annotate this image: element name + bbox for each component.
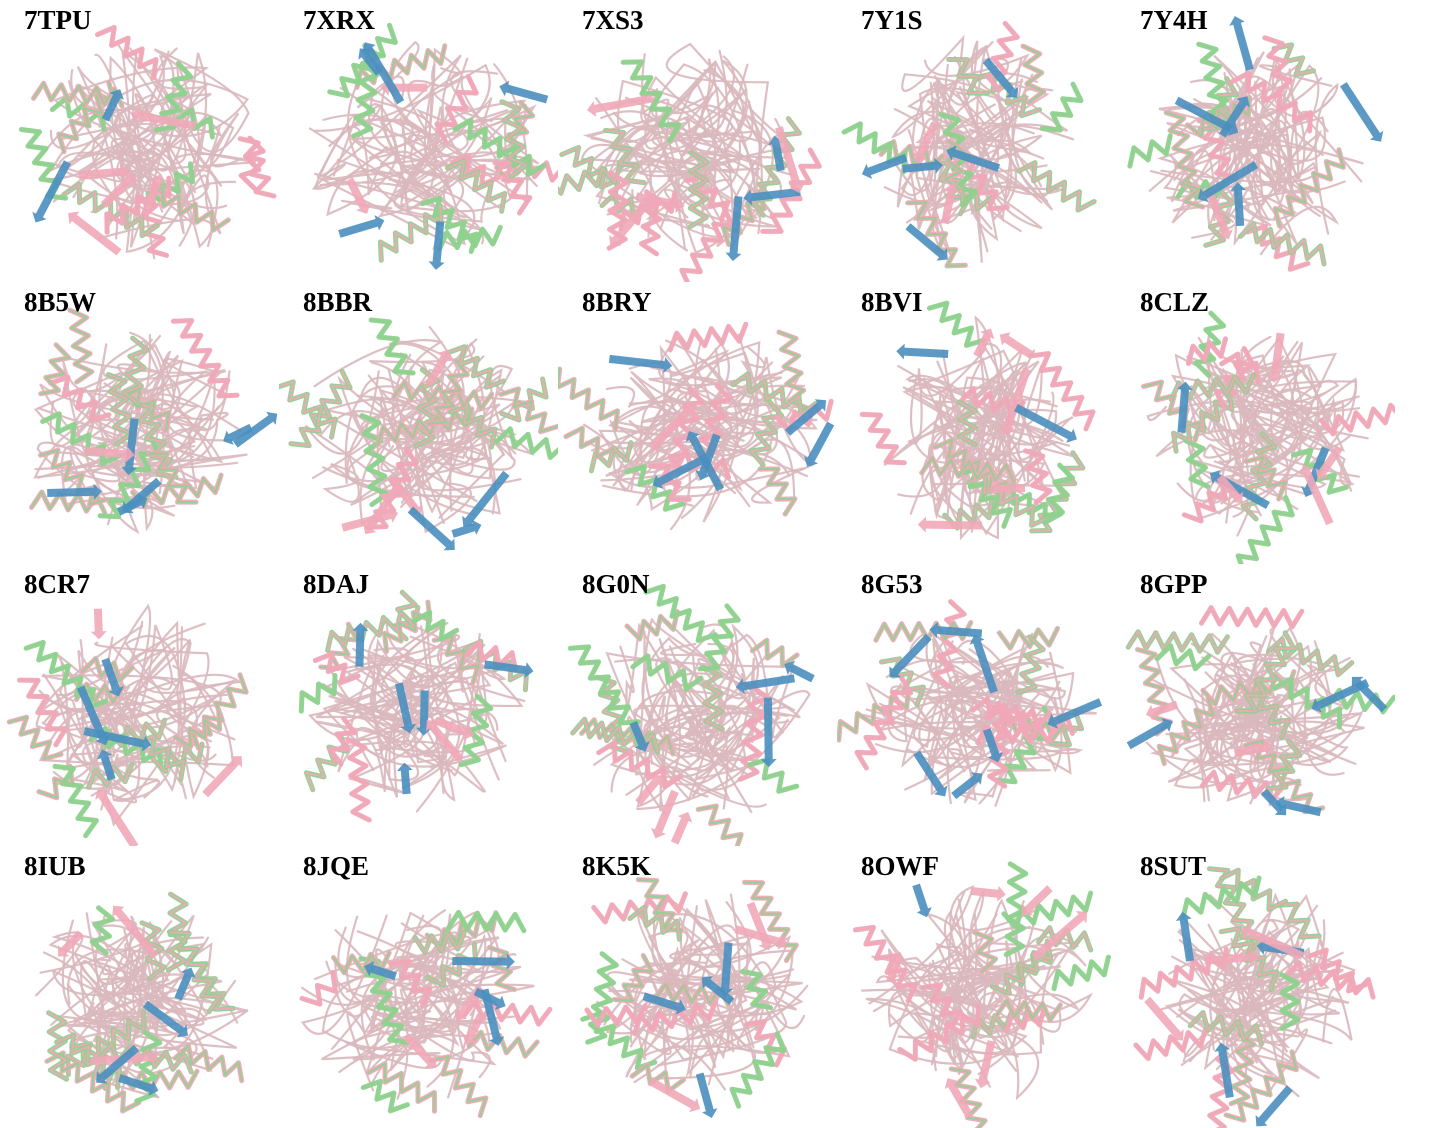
- panel-label: 8CLZ: [1140, 287, 1210, 317]
- panel-label: 8JQE: [303, 851, 370, 881]
- panel-label: 8B5W: [24, 287, 97, 317]
- structure-panel-8clz: 8CLZ: [1116, 282, 1395, 564]
- ribbon-structure-image: [841, 20, 1097, 269]
- ribbon-structure-image: [35, 891, 249, 1114]
- panel-label: 7Y1S: [861, 5, 923, 35]
- structure-panel-8g53: 8G53: [837, 564, 1116, 846]
- panel-label: 8BBR: [303, 287, 373, 317]
- panel-label: 8GPP: [1140, 569, 1208, 599]
- ribbon-structure-image: [837, 599, 1103, 807]
- panel-label: 8SUT: [1140, 851, 1207, 881]
- ribbon-structure-image: [298, 589, 534, 823]
- panel-label: 8K5K: [582, 851, 652, 881]
- ribbon-structure-image: [29, 307, 278, 535]
- panel-label: 7XS3: [582, 5, 644, 35]
- panel-label: 7Y4H: [1140, 5, 1208, 35]
- ribbon-structure-image: [852, 861, 1111, 1128]
- structure-panel-8gpp: 8GPP: [1116, 564, 1395, 846]
- structure-panel-8iub: 8IUB: [0, 846, 279, 1128]
- structure-panel-8owf: 8OWF: [837, 846, 1116, 1128]
- structure-panel-7y4h: 7Y4H: [1116, 0, 1395, 282]
- panel-label: 8BRY: [582, 287, 652, 317]
- panel-label: 8G0N: [582, 569, 650, 599]
- ribbon-structure-image: [567, 583, 815, 846]
- structure-panel-8k5k: 8K5K: [558, 846, 837, 1128]
- panel-label: 7XRX: [303, 5, 375, 35]
- structure-panel-8b5w: 8B5W: [0, 282, 279, 564]
- panel-label: 7TPU: [24, 5, 92, 35]
- ribbon-structure-image: [308, 22, 558, 270]
- ribbon-structure-image: [558, 321, 835, 531]
- structure-panel-8jqe: 8JQE: [279, 846, 558, 1128]
- ribbon-structure-image: [1141, 310, 1395, 564]
- ribbon-structure-image: [6, 603, 249, 846]
- ribbon-structure-image: [1125, 605, 1395, 817]
- structure-panel-7y1s: 7Y1S: [837, 0, 1116, 282]
- structure-panel-8cr7: 8CR7: [0, 564, 279, 846]
- structure-panel-7xrx: 7XRX: [279, 0, 558, 282]
- structure-panel-8daj: 8DAJ: [279, 564, 558, 846]
- panel-label: 8CR7: [24, 569, 90, 599]
- structure-panel-7tpu: 7TPU: [0, 0, 279, 282]
- structure-panel-8bvi: 8BVI: [837, 282, 1116, 564]
- panel-label: 8OWF: [861, 851, 939, 881]
- ribbon-structure-image: [1133, 866, 1376, 1128]
- structure-panel-8bbr: 8BBR: [279, 282, 558, 564]
- ribbon-structure-image: [558, 42, 822, 282]
- structure-panel-8sut: 8SUT: [1116, 846, 1395, 1128]
- panel-label: 8G53: [861, 569, 923, 599]
- structure-panel-7xs3: 7XS3: [558, 0, 837, 282]
- ribbon-structure-image: [18, 24, 277, 260]
- ribbon-structure-image: [279, 317, 558, 551]
- ribbon-structure-image: [1127, 16, 1384, 272]
- panel-label: 8DAJ: [303, 569, 369, 599]
- ribbon-structure-image: [580, 877, 809, 1118]
- ribbon-structure-image: [859, 300, 1096, 541]
- structure-panel-8g0n: 8G0N: [558, 564, 837, 846]
- panel-label: 8BVI: [861, 287, 923, 317]
- structure-panel-8bry: 8BRY: [558, 282, 837, 564]
- ribbon-structure-image: [299, 909, 553, 1119]
- panel-label: 8IUB: [24, 851, 86, 881]
